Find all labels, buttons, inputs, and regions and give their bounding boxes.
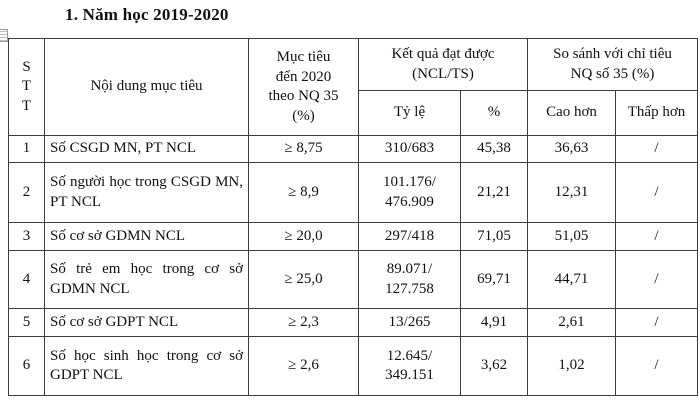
col-header-stt: S T T	[8, 38, 45, 136]
cell-ty-le: 101.176/ 476.909	[358, 162, 461, 223]
cell-muc-tieu: ≥ 20,0	[248, 222, 359, 251]
cell-stt: 6	[8, 336, 45, 396]
table-row: 2 Số người học trong CSGD MN, PT NCL ≥ 8…	[8, 162, 699, 223]
col-header-ty-le: Tỷ lệ	[358, 90, 461, 136]
cell-noi-dung: Số cơ sở GDPT NCL	[44, 308, 249, 337]
cell-pct: 3,62	[460, 336, 528, 396]
col-header-noi-dung: Nội dung mục tiêu	[44, 38, 249, 136]
cell-stt: 4	[8, 250, 45, 309]
cell-muc-tieu: ≥ 8,75	[248, 135, 359, 163]
cell-muc-tieu: ≥ 8,9	[248, 162, 359, 223]
cell-noi-dung: Số trẻ em học trong cơ sở GDMN NCL	[44, 250, 249, 309]
col-header-ket-qua: Kết quả đạt được (NCL/TS)	[358, 38, 528, 91]
cell-noi-dung: Số người học trong CSGD MN, PT NCL	[44, 162, 249, 223]
cell-muc-tieu: ≥ 25,0	[248, 250, 359, 309]
table-row: 6 Số học sinh học trong cơ sở GDPT NCL ≥…	[8, 336, 699, 396]
cell-ty-le: 310/683	[358, 135, 461, 163]
cell-ty-le: 12.645/ 349.151	[358, 336, 461, 396]
cell-stt: 5	[8, 308, 45, 337]
table-move-handle-icon[interactable]	[0, 29, 8, 42]
col-header-pct: %	[460, 90, 528, 136]
cell-muc-tieu: ≥ 2,3	[248, 308, 359, 337]
cell-ty-le: 89.071/ 127.758	[358, 250, 461, 309]
header-row-sub: Tỷ lệ % Cao hơn Thấp hơn	[9, 90, 699, 136]
cell-ty-le: 13/265	[358, 308, 461, 337]
table-row: 1 Số CSGD MN, PT NCL ≥ 8,75 310/683 45,3…	[8, 135, 699, 163]
cell-thap-hon: /	[614, 336, 699, 396]
cell-stt: 3	[8, 222, 45, 251]
cell-pct: 21,21	[460, 162, 528, 223]
header-row-top: S T T Nội dung mục tiêu Mục tiêu đến 202…	[8, 38, 699, 136]
table-row: 5 Số cơ sở GDPT NCL ≥ 2,3 13/265 4,91 2,…	[8, 308, 699, 337]
cell-cao-hon: 36,63	[527, 135, 616, 163]
cell-cao-hon: 44,71	[527, 250, 616, 309]
cell-muc-tieu: ≥ 2,6	[248, 336, 359, 396]
cell-noi-dung: Số cơ sở GDMN NCL	[44, 222, 249, 251]
col-header-muc-tieu: Mục tiêu đến 2020 theo NQ 35 (%)	[248, 38, 359, 136]
col-header-thap-hon: Thấp hơn	[614, 90, 699, 136]
cell-cao-hon: 2,61	[527, 308, 616, 337]
table-row: 4 Số trẻ em học trong cơ sở GDMN NCL ≥ 2…	[8, 250, 699, 309]
cell-stt: 1	[8, 135, 45, 163]
cell-cao-hon: 1,02	[527, 336, 616, 396]
cell-pct: 4,91	[460, 308, 528, 337]
section-title: 1. Năm học 2019-2020	[65, 5, 229, 24]
col-header-so-sanh: So sánh với chỉ tiêu NQ số 35 (%)	[526, 38, 699, 91]
cell-noi-dung: Số học sinh học trong cơ sở GDPT NCL	[44, 336, 249, 396]
cell-thap-hon: /	[614, 162, 699, 223]
col-header-cao-hon: Cao hơn	[527, 90, 616, 136]
cell-ty-le: 297/418	[358, 222, 461, 251]
cell-stt: 2	[8, 162, 45, 223]
cell-cao-hon: 12,31	[527, 162, 616, 223]
cell-pct: 69,71	[460, 250, 528, 309]
cell-thap-hon: /	[614, 222, 699, 251]
cell-cao-hon: 51,05	[527, 222, 616, 251]
cell-thap-hon: /	[614, 250, 699, 309]
cell-pct: 71,05	[460, 222, 528, 251]
results-table: S T T Nội dung mục tiêu Mục tiêu đến 202…	[8, 38, 699, 396]
cell-thap-hon: /	[614, 135, 699, 163]
cell-thap-hon: /	[614, 308, 699, 337]
cell-pct: 45,38	[460, 135, 528, 163]
cell-noi-dung: Số CSGD MN, PT NCL	[44, 135, 249, 163]
table-row: 3 Số cơ sở GDMN NCL ≥ 20,0 297/418 71,05…	[8, 222, 699, 251]
